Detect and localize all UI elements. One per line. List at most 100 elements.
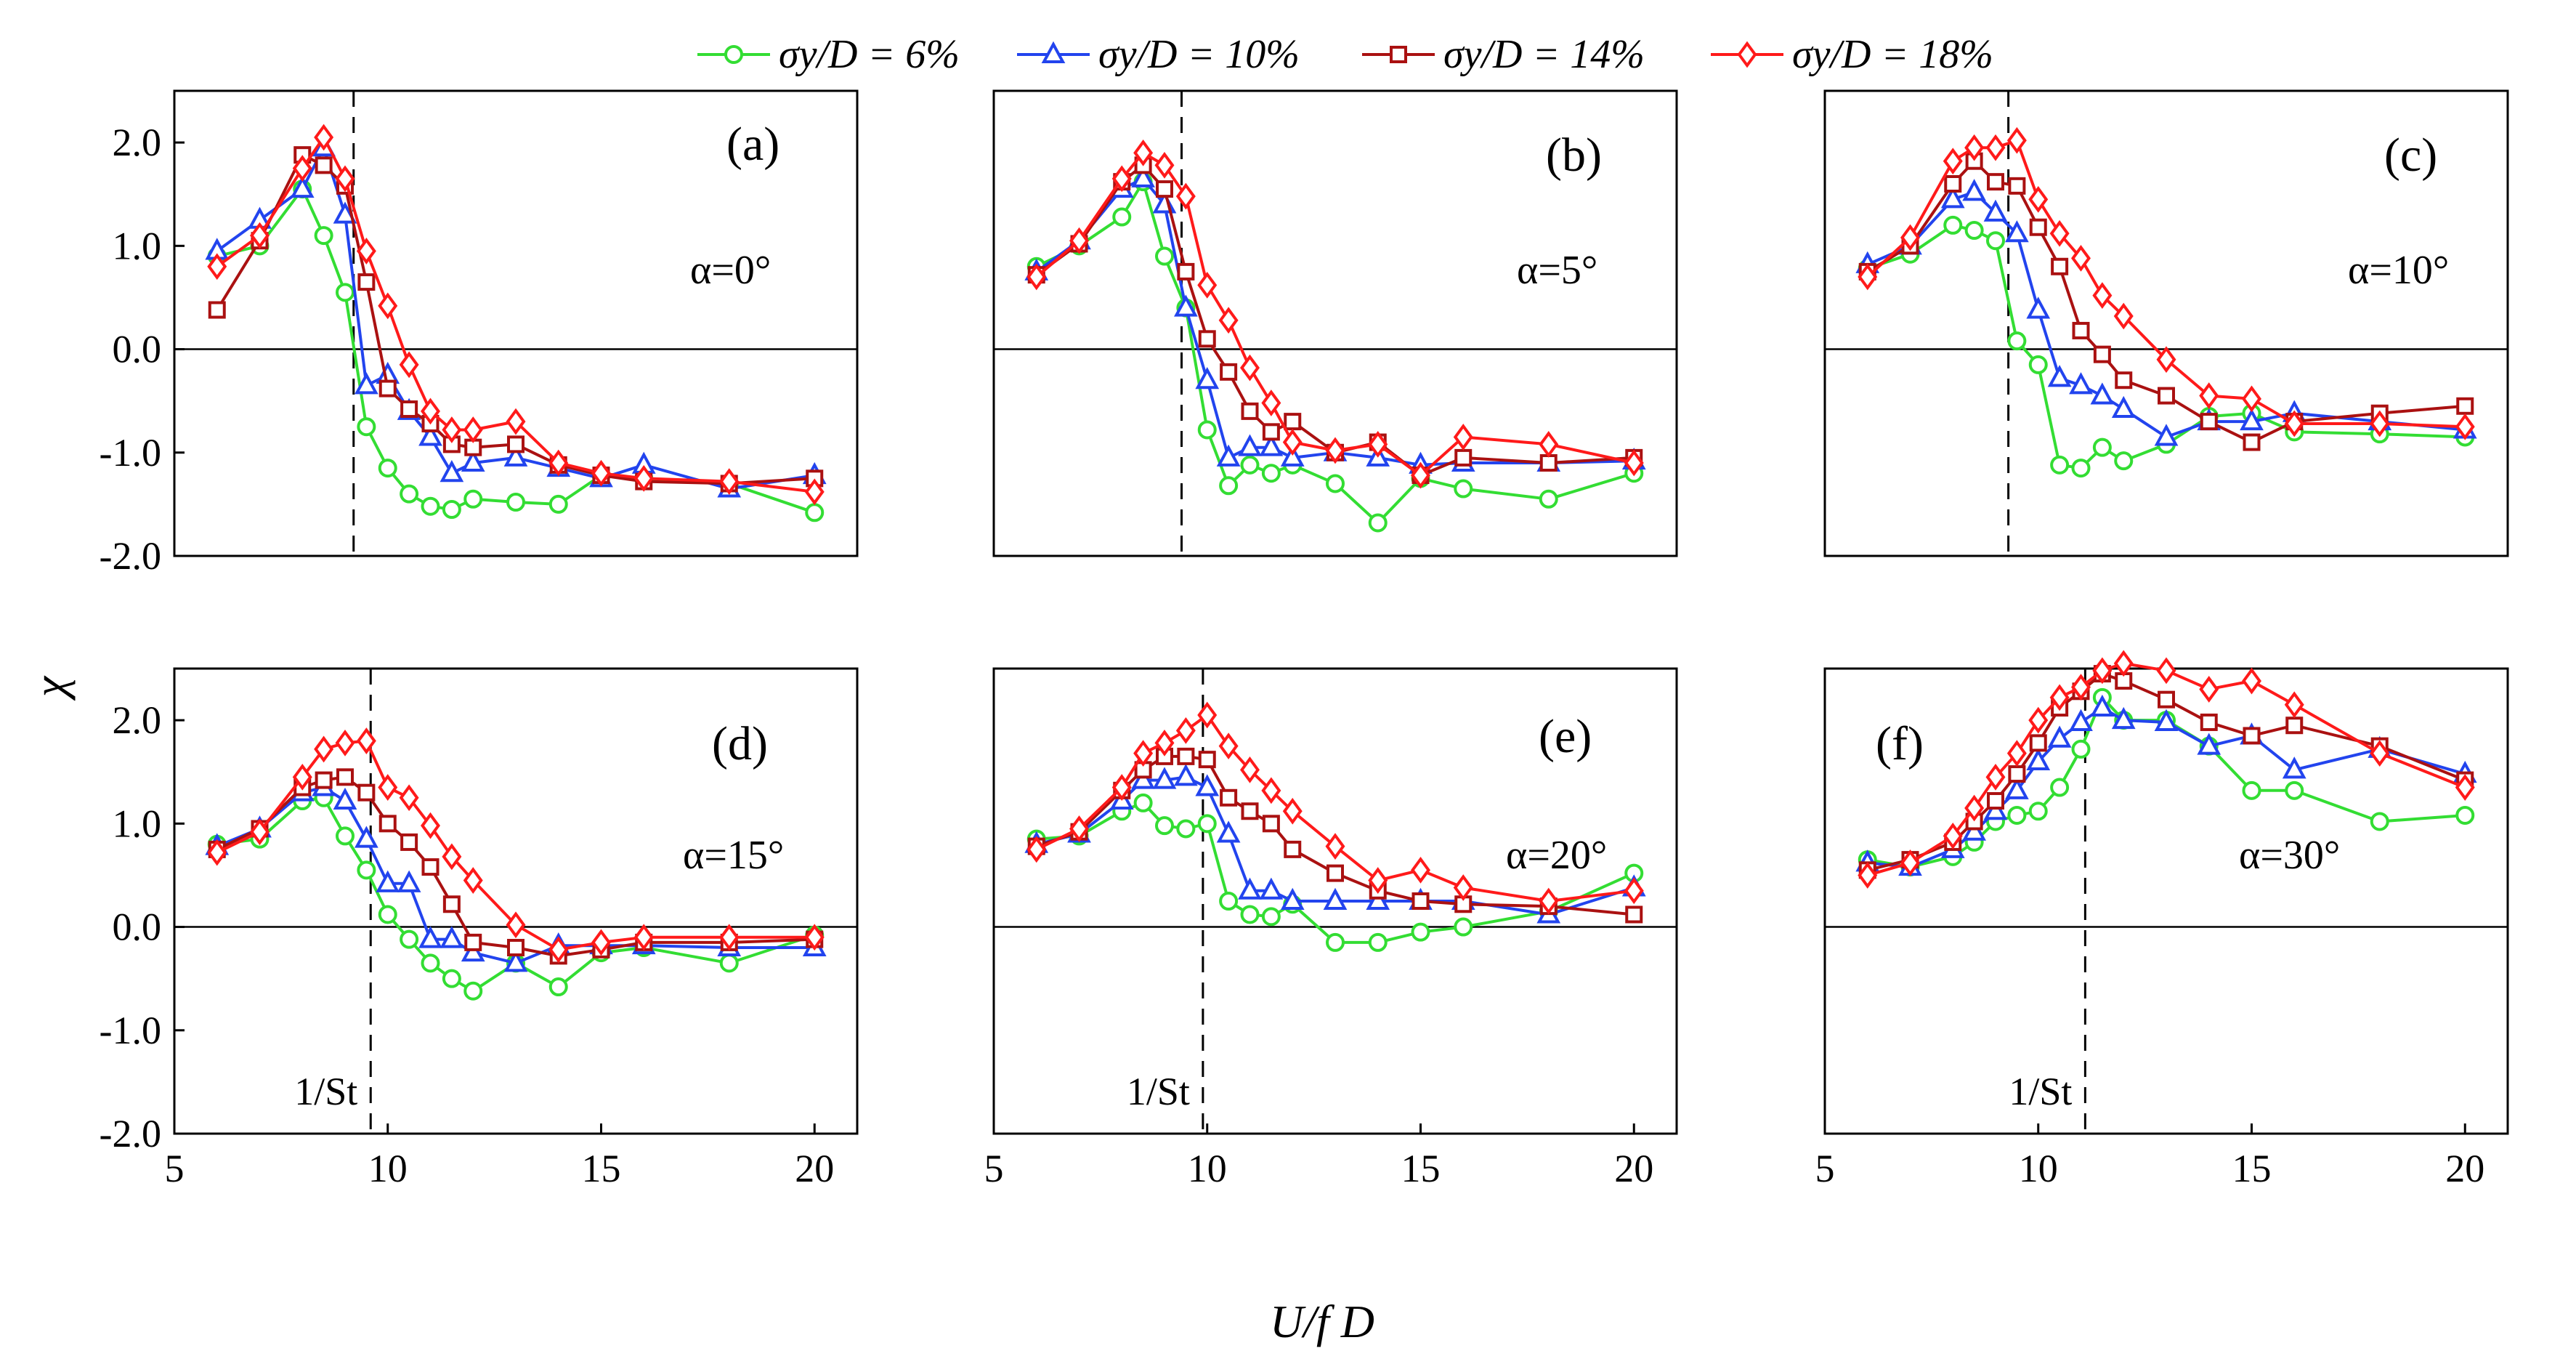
series-s10-point-8 xyxy=(2069,709,2093,731)
series-s10-point-10 xyxy=(2111,706,2136,730)
series-s18-point-16 xyxy=(2455,413,2475,440)
series-s18-point-5 xyxy=(356,238,376,265)
series-s10-point-4 xyxy=(1983,798,2008,820)
legend-label-s10: σy/D = 10% xyxy=(1098,32,1300,77)
series-s10-point-13 xyxy=(2240,408,2264,431)
series-s10-point-8 xyxy=(2069,372,2093,395)
series-s10-point-6 xyxy=(2026,748,2051,770)
x-tick-label: 15 xyxy=(2232,1147,2272,1190)
series-s18-point-10 xyxy=(2113,650,2134,677)
series-s14-point-4 xyxy=(336,768,354,786)
series-s14-point-11 xyxy=(2158,690,2175,709)
series-s6-point-3 xyxy=(1964,221,1984,240)
series-s6 xyxy=(207,179,825,522)
series-s6-point-6 xyxy=(1197,420,1217,440)
series-s6-point-13 xyxy=(1411,922,1430,942)
plot-frame xyxy=(173,667,859,1135)
series-s14-point-5 xyxy=(357,783,376,802)
x-tick-label: 10 xyxy=(1188,1147,1227,1190)
legend-label-s6: σy/D = 6% xyxy=(779,32,960,77)
series-s6-point-8 xyxy=(2071,739,2091,759)
series-s14-point-10 xyxy=(464,933,482,951)
series-s18-point-15 xyxy=(719,924,740,951)
series-s18-point-5 xyxy=(1175,717,1196,744)
series-s10-point-7 xyxy=(2047,725,2072,748)
series-s18-point-3 xyxy=(1133,740,1154,767)
series-s18-point-2 xyxy=(1111,165,1132,193)
series-s10-point-5 xyxy=(2005,220,2029,243)
series-s14-point-11 xyxy=(1327,864,1344,882)
series-s10-point-8 xyxy=(1238,434,1262,456)
series-s10-point-9 xyxy=(440,460,464,483)
plot-frame xyxy=(173,89,859,557)
series-s6-point-10 xyxy=(463,981,483,1001)
series-s18-point-9 xyxy=(2092,657,2113,685)
series-s18-point-8 xyxy=(421,812,440,839)
series-s14-point-16 xyxy=(2456,397,2474,415)
series-s18-point-12 xyxy=(1368,431,1388,458)
x-tick-label: 15 xyxy=(1401,1147,1441,1190)
legend-entry-s6: σy/D = 6% xyxy=(697,32,960,77)
series-s18-point-10 xyxy=(1282,429,1303,456)
legend-marker-s6-point-0 xyxy=(724,45,743,64)
series-s6-point-3 xyxy=(1133,793,1153,812)
series-s10-point-10 xyxy=(461,939,485,962)
series-s14-point-3 xyxy=(315,156,333,174)
series-s18-point-11 xyxy=(1325,437,1345,464)
series-s10-point-4 xyxy=(1983,199,2008,222)
series-s6-point-6 xyxy=(1197,814,1217,834)
series-s14-point-13 xyxy=(2243,727,2261,745)
series-s6-point-4 xyxy=(1155,816,1174,836)
panel-label: (a) xyxy=(726,118,779,171)
legend-label-s14: σy/D = 14% xyxy=(1443,32,1645,77)
series-s6-point-4 xyxy=(1986,231,2005,251)
series-s6-point-9 xyxy=(442,969,461,988)
series-s18-point-13 xyxy=(2242,385,2261,413)
series-s14-point-0 xyxy=(208,301,226,319)
series-s6-point-2 xyxy=(1943,215,1963,235)
panel-label: (b) xyxy=(1546,129,1602,182)
series-s10-point-8 xyxy=(418,926,442,948)
x-axis-title: U/f D xyxy=(1270,1296,1374,1347)
series-s6-point-12 xyxy=(1368,932,1388,952)
y-tick-label: 2.0 xyxy=(113,698,162,742)
series-s18-point-4 xyxy=(1985,763,2006,791)
alpha-label: α=30° xyxy=(2239,833,2340,878)
x-tick-label: 5 xyxy=(165,1147,185,1190)
series-s18-point-15 xyxy=(1539,887,1559,915)
series-s10-point-11 xyxy=(2154,424,2179,446)
series-s18-point-9 xyxy=(2092,282,2113,309)
series-s14-point-7 xyxy=(1220,363,1238,381)
legend: σy/D = 6% σy/D = 10% σy/D = 14% σy/D = 18% xyxy=(697,32,1993,77)
series-s18-point-4 xyxy=(1154,730,1175,756)
series-s18-point-7 xyxy=(399,784,419,812)
series-s10-point-12 xyxy=(2197,733,2221,755)
series-s14-point-4 xyxy=(1156,180,1173,198)
series-s18-point-13 xyxy=(1411,461,1430,489)
x-tick-label: 10 xyxy=(2019,1147,2058,1190)
series-s10-point-3 xyxy=(1962,179,1986,201)
series-s18-point-15 xyxy=(2370,410,2390,437)
series-s10-point-2 xyxy=(1940,186,1965,209)
series-s14-point-4 xyxy=(1987,792,2004,810)
series-s18-point-5 xyxy=(1175,182,1196,210)
series-s18-point-1 xyxy=(1069,227,1089,254)
legend-entry-s14: σy/D = 14% xyxy=(1362,32,1645,77)
series-s18-point-3 xyxy=(1964,134,1985,161)
series-s18-point-5 xyxy=(2006,126,2027,154)
legend-marker-s14-point-0 xyxy=(1390,46,1407,63)
series-s14-point-2 xyxy=(1944,175,1962,193)
series-s6-point-5 xyxy=(2007,805,2027,825)
series-s10-point-9 xyxy=(1259,877,1284,900)
y-tick-label: 1.0 xyxy=(113,802,162,845)
series-s18-point-10 xyxy=(463,416,483,443)
series-s18-point-1 xyxy=(250,222,270,249)
series-s10-point-8 xyxy=(418,424,442,446)
series-s14-point-7 xyxy=(400,400,418,419)
series-s18-point-16 xyxy=(2455,774,2475,801)
series-s18-point-1 xyxy=(1069,815,1089,842)
series-s10-point-10 xyxy=(1280,887,1305,910)
series-s10-point-9 xyxy=(440,926,464,948)
series-s18-point-1 xyxy=(1900,849,1920,876)
series-s18-point-10 xyxy=(2113,302,2134,330)
